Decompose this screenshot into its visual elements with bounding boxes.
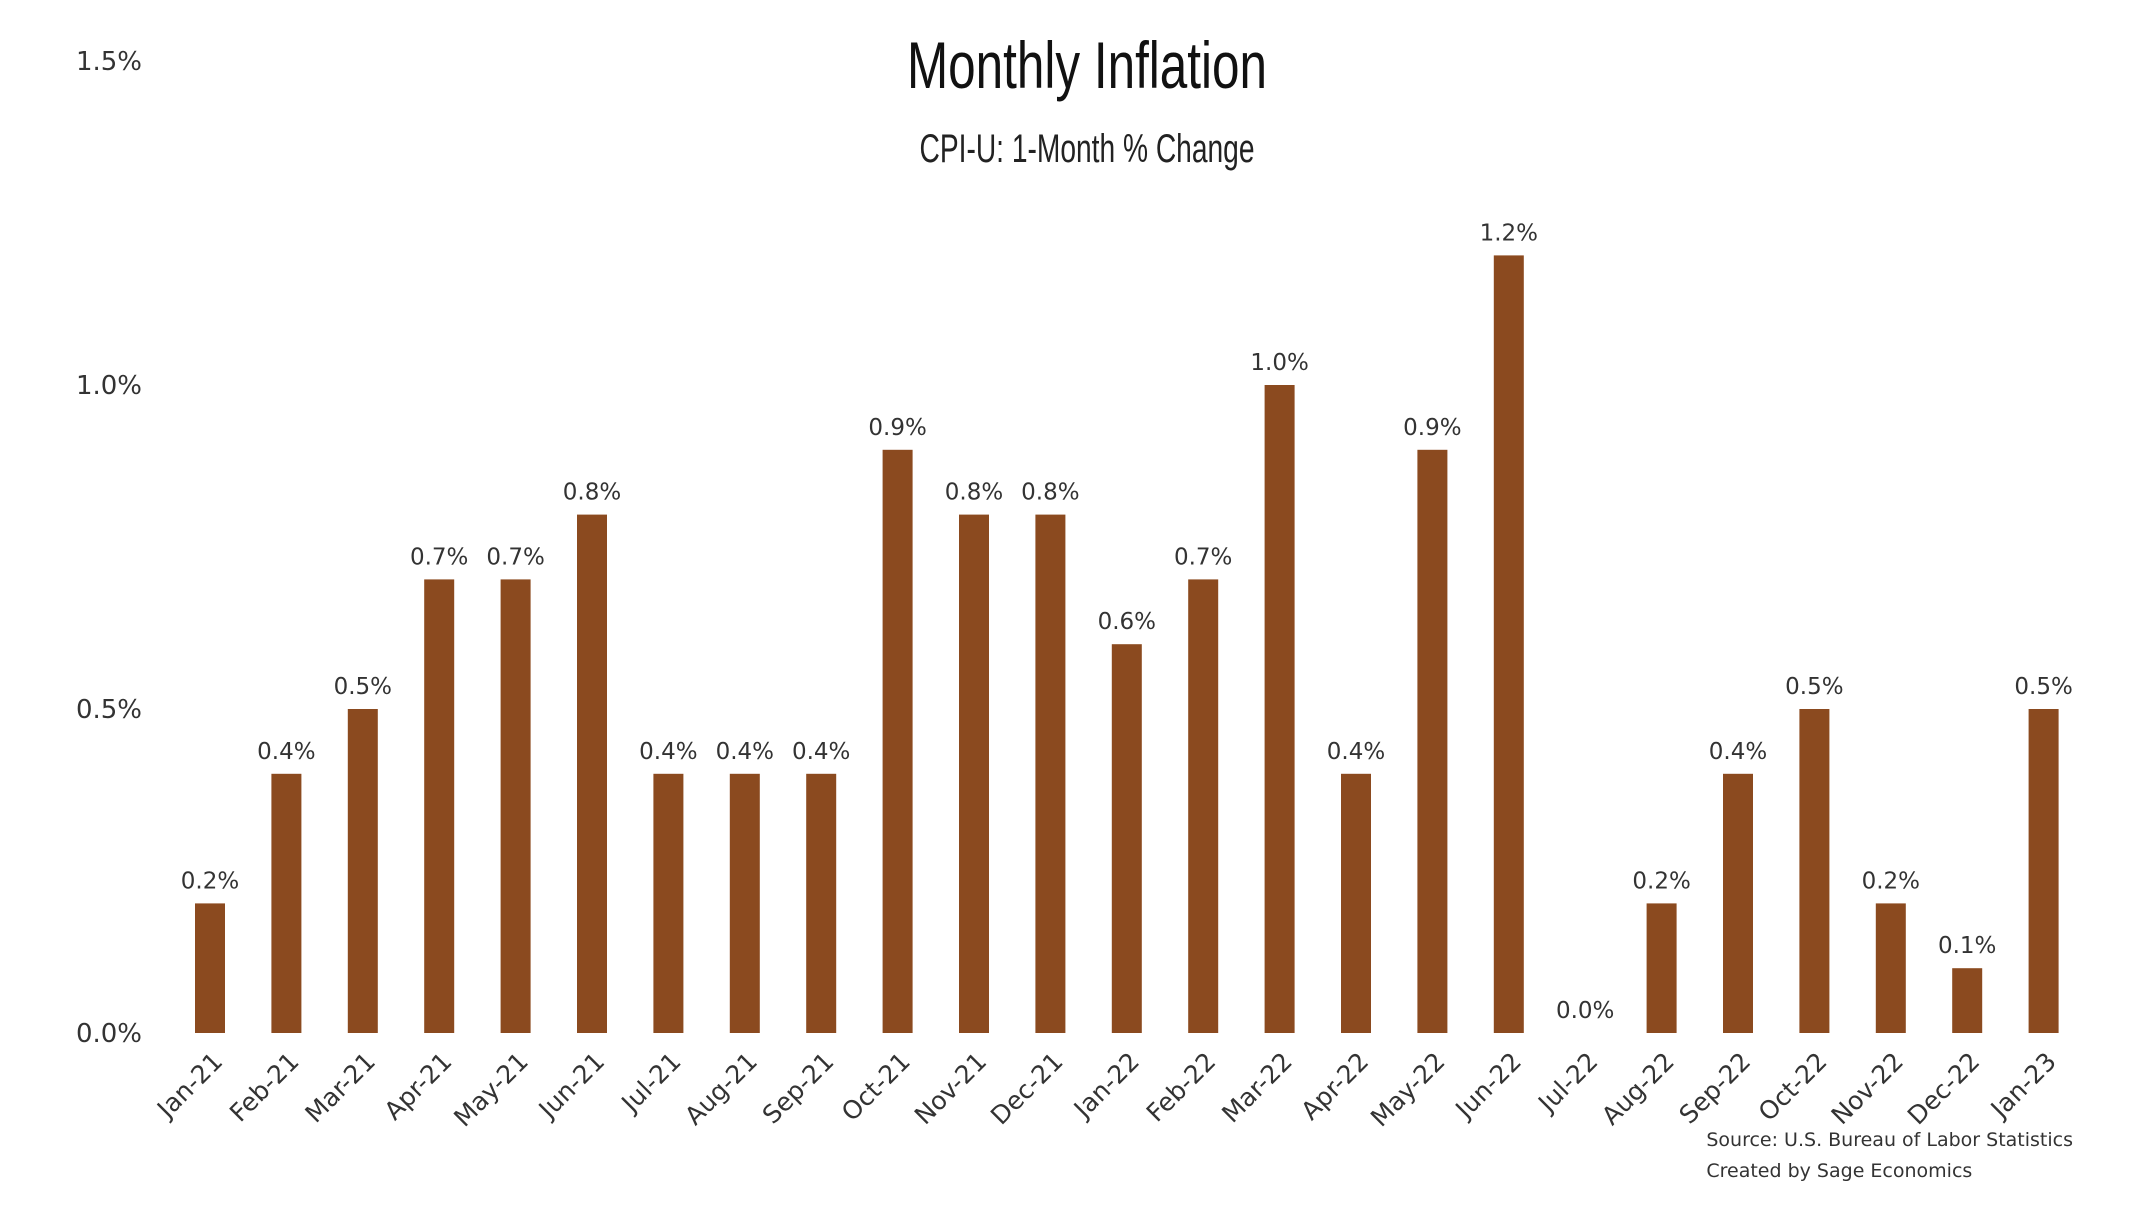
x-tick-label: Feb-22 [1141, 1047, 1222, 1128]
data-label: 0.4% [639, 739, 697, 765]
data-label: 0.7% [486, 544, 544, 570]
bar [1875, 903, 1906, 1033]
data-label: 1.0% [1250, 350, 1308, 376]
bar [729, 773, 760, 1033]
bar [1493, 255, 1524, 1033]
data-label: 1.2% [1480, 220, 1538, 246]
bar [577, 514, 607, 1033]
x-tick-label: Oct-22 [1753, 1047, 1833, 1127]
y-tick-label: 0.0% [76, 1019, 142, 1049]
x-tick-label: Jun-22 [1449, 1047, 1527, 1125]
data-label: 0.4% [792, 739, 850, 765]
source-line: Source: U.S. Bureau of Labor Statistics [1706, 1129, 2073, 1151]
x-tick-label: Dec-22 [1902, 1047, 1986, 1131]
x-tick-label: Sep-21 [757, 1047, 840, 1130]
x-tick-label: Jan-23 [1984, 1047, 2062, 1125]
bar [1417, 449, 1448, 1033]
x-tick-label: Apr-22 [1295, 1047, 1374, 1126]
data-label: 0.2% [181, 868, 239, 894]
data-label: 0.2% [1862, 868, 1920, 894]
x-tick-label: Jul-22 [1531, 1047, 1603, 1119]
x-tick-label: Jan-22 [1067, 1047, 1145, 1125]
x-tick-label: Oct-21 [836, 1047, 916, 1127]
data-label: 0.4% [257, 739, 315, 765]
y-axis: 0.0% 0.5% 1.0% 1.5% [76, 47, 142, 1049]
data-label: 0.7% [1174, 544, 1232, 570]
data-label: 0.9% [1403, 415, 1461, 441]
x-tick-label: Jul-21 [615, 1047, 687, 1119]
data-label: 0.0% [1556, 998, 1614, 1024]
data-label: 0.8% [1021, 480, 1079, 506]
x-tick-label: Dec-21 [985, 1047, 1069, 1131]
chart-title: Monthly Inflation [907, 28, 1267, 102]
bar [882, 449, 913, 1033]
x-tick-label: Aug-22 [1596, 1047, 1680, 1131]
y-tick-label: 0.5% [76, 695, 142, 725]
bar [1188, 579, 1219, 1033]
bar [653, 773, 684, 1033]
x-tick-label: Nov-21 [909, 1047, 992, 1130]
data-label: 0.5% [2014, 674, 2072, 700]
x-tick-label: Jan-21 [150, 1047, 228, 1125]
data-label: 0.8% [945, 480, 1003, 506]
bar [1035, 514, 1066, 1033]
creator-line: Created by Sage Economics [1706, 1160, 1973, 1182]
bar [959, 514, 989, 1033]
x-tick-label: Feb-21 [224, 1047, 305, 1128]
x-tick-label: Sep-22 [1674, 1047, 1757, 1130]
x-tick-label: Aug-21 [679, 1047, 763, 1131]
bar [2028, 709, 2059, 1033]
bar [1264, 385, 1295, 1033]
x-tick-label: May-22 [1365, 1047, 1451, 1133]
bar [1952, 968, 1983, 1033]
data-label: 0.8% [563, 480, 621, 506]
bar [195, 903, 225, 1033]
bar [1111, 644, 1142, 1033]
x-tick-label: Jun-21 [532, 1047, 610, 1125]
y-tick-label: 1.0% [76, 371, 142, 401]
x-tick-label: Mar-21 [299, 1047, 381, 1129]
bar [347, 709, 378, 1033]
bar [500, 579, 531, 1033]
data-label: 0.5% [334, 674, 392, 700]
data-label: 0.9% [868, 415, 926, 441]
y-tick-label: 1.5% [76, 47, 142, 77]
bar [424, 579, 455, 1033]
source-note: Source: U.S. Bureau of Labor Statistics … [1706, 1125, 2073, 1187]
bar [806, 773, 837, 1033]
bar [1341, 773, 1371, 1033]
data-label: 0.7% [410, 544, 468, 570]
data-labels: 0.2% 0.4% 0.5% 0.7% 0.7% 0.8% 0.4% 0.4% 0.4% 0.9%… [181, 220, 2073, 1024]
data-label: 0.4% [1709, 739, 1767, 765]
data-label: 0.1% [1938, 933, 1996, 959]
bars [195, 255, 2059, 1033]
data-label: 0.4% [716, 739, 774, 765]
x-tick-label: Apr-21 [379, 1047, 458, 1126]
bar [1646, 903, 1677, 1033]
chart-subtitle: CPI-U: 1-Month % Change [920, 127, 1255, 171]
bar [1723, 773, 1753, 1033]
data-label: 0.5% [1785, 674, 1843, 700]
x-tick-label: Nov-22 [1826, 1047, 1909, 1130]
bar [271, 773, 302, 1033]
x-tick-label: Mar-22 [1216, 1047, 1298, 1129]
data-label: 0.6% [1098, 609, 1156, 635]
x-tick-label: May-21 [448, 1047, 534, 1133]
bar [1799, 709, 1830, 1033]
data-label: 0.2% [1632, 868, 1690, 894]
data-label: 0.4% [1327, 739, 1385, 765]
